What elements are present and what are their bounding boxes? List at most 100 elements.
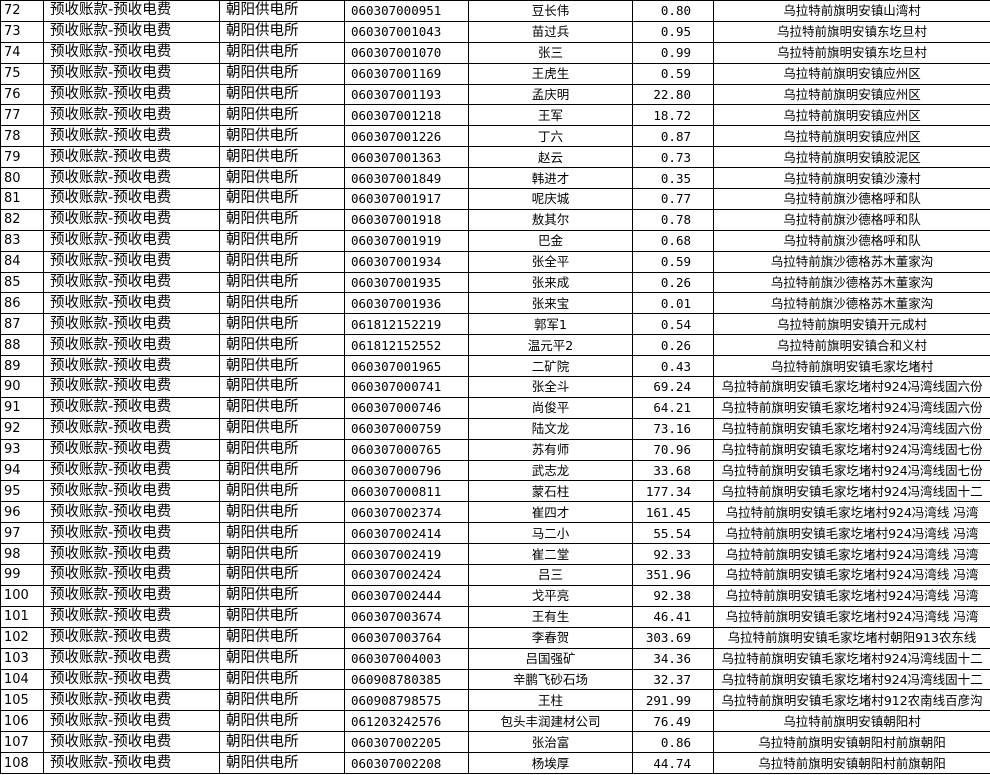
table-row: 79 预收账款-预收电费 朝阳供电所 060307001363 赵云 0.73 乌拉特前旗明… (0, 146, 990, 169)
customer-name: 丁六 (468, 125, 633, 148)
amount: 291.99 (632, 689, 714, 712)
account-type: 预收账款-预收电费 (43, 229, 220, 252)
table-row: 98 预收账款-预收电费 朝阳供电所 060307002419 崔二堂 92.33 乌拉特前… (0, 543, 990, 566)
account-number: 060307001218 (344, 104, 469, 127)
address: 乌拉特前旗明安镇毛家圪堵村924冯湾线固十二 (713, 668, 990, 691)
customer-name: 赵云 (468, 146, 633, 169)
amount: 0.01 (632, 292, 714, 315)
office: 朝阳供电所 (219, 188, 345, 210)
table-row: 102 预收账款-预收电费 朝阳供电所 060307003764 李春贺 303.69 乌拉… (0, 626, 990, 649)
amount: 0.26 (632, 334, 714, 357)
row-index: 99 (0, 564, 44, 586)
address: 乌拉特前旗明安镇开元成村 (713, 313, 990, 336)
amount: 0.59 (632, 62, 714, 85)
amount: 92.38 (632, 584, 714, 607)
office: 朝阳供电所 (219, 292, 345, 315)
address: 乌拉特前旗明安镇毛家圪堵村924冯湾线 冯湾 (713, 543, 990, 566)
account-number: 061203242576 (344, 710, 469, 733)
address: 乌拉特前旗明安镇毛家圪堵村924冯湾线 冯湾 (713, 564, 990, 586)
account-number: 060307002424 (344, 564, 469, 586)
row-index: 95 (0, 480, 44, 503)
account-number: 060307000951 (344, 0, 469, 22)
row-index: 107 (0, 731, 44, 754)
account-number: 060307002444 (344, 584, 469, 607)
office: 朝阳供电所 (219, 167, 345, 190)
office: 朝阳供电所 (219, 20, 345, 43)
customer-name: 孟庆明 (468, 83, 633, 106)
account-type: 预收账款-预收电费 (43, 20, 220, 43)
address: 乌拉特前旗明安镇应州区 (713, 62, 990, 85)
customer-name: 呢庆城 (468, 188, 633, 210)
row-index: 88 (0, 334, 44, 357)
account-type: 预收账款-预收电费 (43, 752, 220, 774)
table-row: 89 预收账款-预收电费 朝阳供电所 060307001965 二矿院 0.43 乌拉特前旗… (0, 355, 990, 378)
row-index: 96 (0, 501, 44, 524)
account-number: 060307001918 (344, 208, 469, 231)
table-row: 86 预收账款-预收电费 朝阳供电所 060307001936 张来宝 0.01 乌拉特前旗… (0, 292, 990, 315)
account-type: 预收账款-预收电费 (43, 355, 220, 378)
office: 朝阳供电所 (219, 564, 345, 586)
row-index: 101 (0, 605, 44, 628)
account-type: 预收账款-预收电费 (43, 438, 220, 461)
account-number: 060307001936 (344, 292, 469, 315)
account-type: 预收账款-预收电费 (43, 501, 220, 524)
address: 乌拉特前旗明安镇毛家圪堵村924冯湾线 冯湾 (713, 522, 990, 545)
account-number: 060307003674 (344, 605, 469, 628)
row-index: 100 (0, 584, 44, 607)
account-number: 060908780385 (344, 668, 469, 691)
account-type: 预收账款-预收电费 (43, 459, 220, 482)
amount: 46.41 (632, 605, 714, 628)
account-type: 预收账款-预收电费 (43, 0, 220, 22)
amount: 177.34 (632, 480, 714, 503)
table-row: 76 预收账款-预收电费 朝阳供电所 060307001193 孟庆明 22.80 乌拉特前… (0, 83, 990, 106)
office: 朝阳供电所 (219, 62, 345, 85)
office: 朝阳供电所 (219, 355, 345, 378)
table-row: 81 预收账款-预收电费 朝阳供电所 060307001917 呢庆城 0.77 乌拉特前旗… (0, 188, 990, 210)
table-row: 83 预收账款-预收电费 朝阳供电所 060307001919 巴金 0.68 乌拉特前旗沙… (0, 229, 990, 252)
table-row: 85 预收账款-预收电费 朝阳供电所 060307001935 张来成 0.26 乌拉特前旗… (0, 271, 990, 294)
amount: 161.45 (632, 501, 714, 524)
account-type: 预收账款-预收电费 (43, 250, 220, 273)
row-index: 79 (0, 146, 44, 169)
address: 乌拉特前旗明安镇沙濠村 (713, 167, 990, 190)
account-type: 预收账款-预收电费 (43, 710, 220, 733)
account-number: 060307000741 (344, 376, 469, 398)
account-number: 060307002419 (344, 543, 469, 566)
address: 乌拉特前旗沙德格苏木董家沟 (713, 271, 990, 294)
account-number: 060307000765 (344, 438, 469, 461)
address: 乌拉特前旗沙德格苏木董家沟 (713, 250, 990, 273)
table-row: 97 预收账款-预收电费 朝阳供电所 060307002414 马二小 55.54 乌拉特前… (0, 522, 990, 545)
account-number: 061812152552 (344, 334, 469, 357)
row-index: 74 (0, 41, 44, 64)
customer-name: 温元平2 (468, 334, 633, 357)
customer-name: 苗过兵 (468, 20, 633, 43)
office: 朝阳供电所 (219, 125, 345, 148)
account-number: 060307000759 (344, 417, 469, 440)
account-number: 060307000746 (344, 396, 469, 419)
office: 朝阳供电所 (219, 250, 345, 273)
table-row: 92 预收账款-预收电费 朝阳供电所 060307000759 陆文龙 73.16 乌拉特前… (0, 417, 990, 440)
office: 朝阳供电所 (219, 229, 345, 252)
amount: 0.87 (632, 125, 714, 148)
table-row: 101 预收账款-预收电费 朝阳供电所 060307003674 王有生 46.41 乌拉特… (0, 605, 990, 628)
amount: 0.77 (632, 188, 714, 210)
address: 乌拉特前旗沙德格苏木董家沟 (713, 292, 990, 315)
customer-name: 王柱 (468, 689, 633, 712)
address: 乌拉特前旗明安镇胶泥区 (713, 146, 990, 169)
row-index: 102 (0, 626, 44, 649)
customer-name: 包头丰润建材公司 (468, 710, 633, 733)
account-type: 预收账款-预收电费 (43, 292, 220, 315)
account-number: 060307002374 (344, 501, 469, 524)
office: 朝阳供电所 (219, 668, 345, 691)
amount: 18.72 (632, 104, 714, 127)
customer-name: 张三 (468, 41, 633, 64)
address: 乌拉特前旗沙德格呼和队 (713, 229, 990, 252)
account-number: 061812152219 (344, 313, 469, 336)
row-index: 97 (0, 522, 44, 545)
amount: 22.80 (632, 83, 714, 106)
customer-name: 张全斗 (468, 376, 633, 398)
row-index: 90 (0, 376, 44, 398)
table-row: 99 预收账款-预收电费 朝阳供电所 060307002424 吕三 351.96 乌拉特前… (0, 564, 990, 586)
office: 朝阳供电所 (219, 208, 345, 231)
